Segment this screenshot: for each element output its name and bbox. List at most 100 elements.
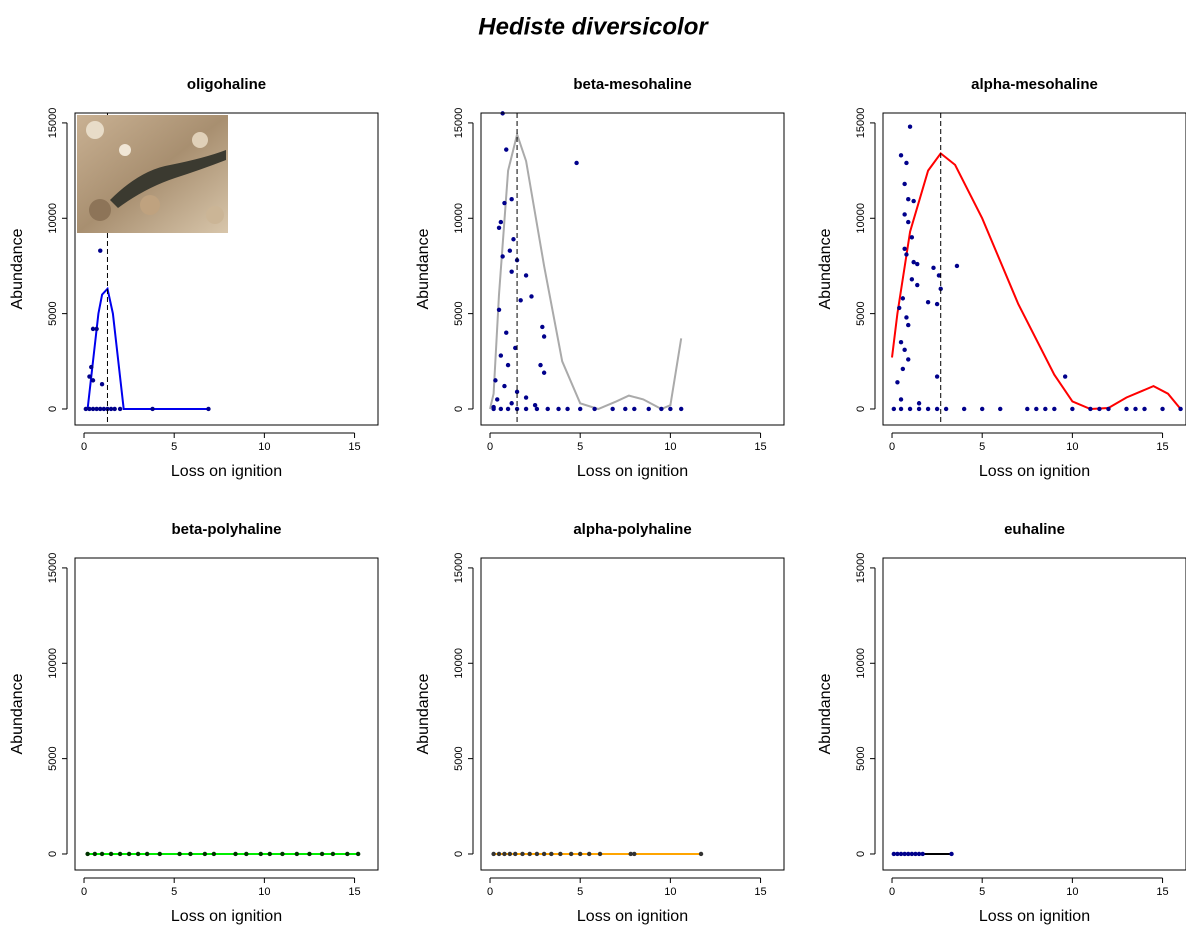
x-tick-label: 15	[1156, 441, 1168, 453]
data-point	[907, 124, 913, 129]
data-point	[659, 406, 664, 412]
data-point	[902, 851, 907, 857]
x-tick-label: 15	[348, 441, 360, 453]
data-point	[587, 851, 592, 857]
data-point	[698, 851, 704, 857]
x-tick-label: 5	[577, 441, 583, 453]
data-point	[898, 406, 904, 412]
data-point	[505, 362, 511, 368]
fit-curve	[489, 130, 683, 411]
y-tick-label: 0	[47, 406, 59, 412]
data-point	[632, 851, 637, 857]
data-point	[294, 851, 300, 857]
data-point	[509, 197, 514, 202]
data-point	[177, 851, 182, 857]
y-tick-label: 10000	[855, 203, 867, 234]
data-point	[105, 406, 110, 412]
data-point	[511, 237, 516, 242]
y-tick-label: 15000	[855, 108, 867, 139]
data-point	[244, 851, 249, 857]
data-point	[1052, 406, 1057, 412]
data-point	[597, 851, 603, 857]
data-point	[523, 273, 529, 278]
x-tick-label: 15	[754, 886, 766, 898]
data-point	[934, 374, 940, 379]
y-tick-label: 0	[47, 851, 59, 857]
data-point	[998, 406, 1003, 412]
data-point	[915, 261, 920, 267]
data-point	[545, 406, 550, 412]
data-point	[897, 305, 902, 311]
data-point	[925, 406, 931, 412]
data-point	[493, 378, 498, 383]
data-point	[157, 851, 162, 857]
data-point	[632, 406, 637, 412]
y-tick-label: 10000	[47, 648, 59, 679]
panel-title: beta-mesohaline	[573, 76, 691, 93]
panel: alpha-polyhaline Loss on ignition Abundanc…	[415, 521, 785, 925]
data-point	[87, 406, 92, 412]
x-tick-label: 5	[171, 441, 177, 453]
y-tick-label: 5000	[855, 746, 867, 770]
data-point	[126, 851, 132, 857]
data-point	[509, 269, 514, 274]
data-point	[85, 851, 90, 857]
data-point	[206, 406, 211, 412]
data-point	[502, 200, 507, 206]
x-tick-label: 10	[1066, 441, 1078, 453]
panel-title: alpha-polyhaline	[573, 521, 691, 538]
data-point	[505, 406, 511, 412]
y-tick-label: 5000	[453, 746, 465, 770]
data-point	[1133, 406, 1138, 412]
data-point	[904, 160, 909, 166]
data-point	[90, 378, 96, 383]
data-point	[355, 851, 361, 857]
data-point	[913, 851, 918, 857]
figure-title: Hediste diversicolor	[478, 13, 709, 40]
x-tick-label: 0	[81, 886, 87, 898]
data-point	[87, 374, 92, 379]
panel-title: euhaline	[1004, 521, 1065, 538]
data-point	[513, 851, 518, 857]
data-point	[498, 353, 504, 358]
data-point	[83, 406, 89, 412]
data-point	[538, 362, 543, 368]
data-point	[891, 851, 897, 857]
data-point	[502, 383, 507, 389]
data-point	[98, 406, 103, 412]
plot-frame	[74, 112, 379, 426]
data-point	[94, 406, 99, 412]
y-tick-label: 0	[855, 406, 867, 412]
y-axis-label: Abundance	[415, 673, 432, 754]
data-point	[568, 851, 574, 857]
data-point	[565, 406, 570, 412]
y-tick-label: 0	[453, 406, 465, 412]
data-point	[916, 401, 922, 406]
data-point	[307, 851, 312, 857]
data-point	[507, 851, 513, 857]
y-axis-label: Abundance	[9, 673, 26, 754]
panel-title: alpha-mesohaline	[971, 76, 1098, 93]
data-point	[108, 851, 114, 857]
data-point	[541, 334, 547, 339]
data-point	[577, 851, 583, 857]
x-tick-label: 0	[487, 441, 493, 453]
y-axis-label: Abundance	[817, 673, 834, 754]
y-tick-label: 0	[453, 851, 465, 857]
data-point	[233, 851, 238, 857]
data-point	[507, 248, 513, 253]
data-point	[1062, 374, 1068, 379]
data-point	[902, 181, 907, 187]
y-axis-label: Abundance	[415, 228, 432, 309]
data-point	[99, 851, 105, 857]
y-tick-label: 15000	[47, 108, 59, 139]
data-point	[949, 851, 954, 857]
data-point	[961, 406, 967, 412]
data-point	[916, 851, 922, 857]
panel: oligohaline Loss on ignition Abundance 0 5 10…	[9, 76, 379, 480]
data-point	[906, 197, 911, 202]
data-point	[135, 851, 141, 857]
fit-curve	[891, 151, 1182, 411]
